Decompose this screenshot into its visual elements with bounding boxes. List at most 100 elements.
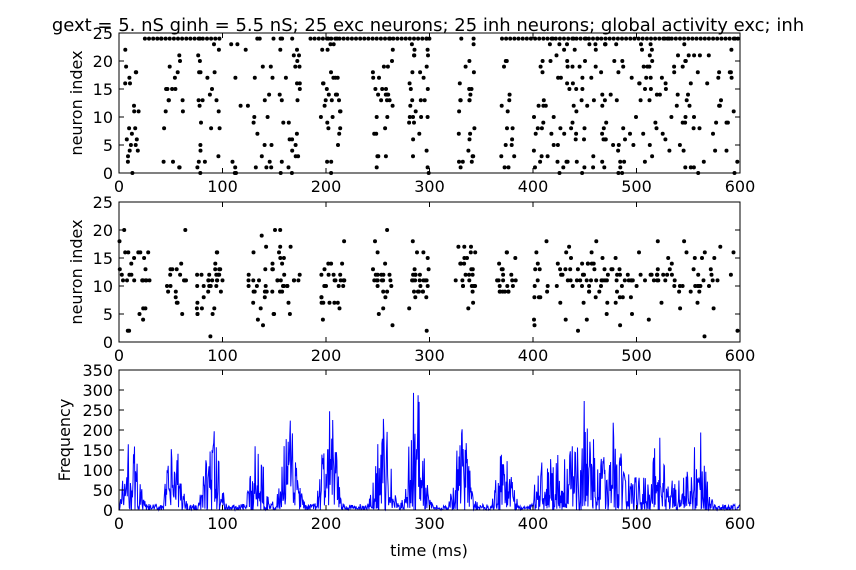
inh-spike <box>533 267 538 272</box>
exc-spike <box>408 87 413 91</box>
inh-spike <box>576 328 580 333</box>
exc-spike <box>425 47 430 52</box>
exc-spike <box>133 126 138 131</box>
exc-spike <box>555 143 560 147</box>
inh-spike <box>173 289 178 294</box>
exc-spike <box>463 64 468 69</box>
exc-spike <box>411 137 416 142</box>
activity-ytick-label: 50 <box>93 481 113 500</box>
exc-spike <box>694 36 699 41</box>
exc-spike <box>192 36 197 41</box>
exc-spike <box>557 36 562 41</box>
exc-spike <box>735 159 740 164</box>
exc-spike <box>678 36 682 41</box>
exc-spike <box>268 64 273 69</box>
exc-spike <box>171 36 176 41</box>
exc-spike <box>565 64 570 69</box>
exc-spike <box>660 131 665 136</box>
exc-spike <box>587 42 592 47</box>
exc-spike <box>545 36 550 41</box>
exc-spike <box>202 159 207 164</box>
exc-spike <box>695 70 700 75</box>
exc-spike <box>278 47 283 52</box>
activity-ytick-label: 200 <box>82 421 113 440</box>
exc-plot-frame <box>118 32 741 174</box>
exc-spike <box>380 87 385 91</box>
inh-spike <box>201 295 206 300</box>
inh-spike <box>510 284 515 288</box>
inh-spike <box>140 278 145 283</box>
inh-spike <box>277 250 281 255</box>
inh-spike <box>684 250 689 255</box>
exc-spike <box>308 36 313 41</box>
inh-spike <box>410 278 415 283</box>
exc-spike <box>657 36 662 41</box>
exc-spike <box>127 148 132 153</box>
exc-spike <box>647 143 652 147</box>
exc-spike <box>216 47 221 52</box>
exc-spike <box>574 109 579 114</box>
inh-spike <box>337 306 342 311</box>
exc-spike <box>290 137 295 142</box>
inh-spike <box>376 312 381 316</box>
exc-spike <box>427 36 432 41</box>
exc-spike <box>650 154 655 159</box>
exc-spike <box>686 53 691 58</box>
exc-spike <box>536 103 541 108</box>
exc-spike <box>267 92 272 97</box>
inh-spike <box>421 250 426 255</box>
exc-spike <box>531 148 536 153</box>
exc-spike <box>233 165 238 170</box>
inh-spike <box>371 267 375 272</box>
inh-spike <box>385 228 390 232</box>
exc-spike <box>324 87 329 91</box>
exc-spike <box>686 92 690 97</box>
inh-spike <box>617 295 622 300</box>
exc-spike <box>583 59 587 63</box>
exc-spike <box>217 126 222 131</box>
exc-spike <box>390 59 394 63</box>
exc-spike <box>541 103 546 108</box>
inh-spike <box>630 312 634 316</box>
inh-spike <box>469 244 473 249</box>
exc-spike <box>286 120 291 125</box>
inh-spike <box>605 300 610 305</box>
exc-xtick-label: 400 <box>518 177 549 196</box>
inh-spike <box>246 284 251 288</box>
exc-spike <box>421 75 426 80</box>
inh-spike <box>285 284 290 288</box>
exc-spike <box>390 47 395 52</box>
exc-spike <box>322 103 327 108</box>
exc-spike <box>295 59 300 63</box>
activity-xtick-label: 300 <box>414 514 445 533</box>
inh-spike <box>463 272 468 277</box>
inh-spike <box>206 278 211 283</box>
exc-spike <box>565 42 569 47</box>
exc-xtick-label: 300 <box>414 177 445 196</box>
exc-spike <box>731 109 736 114</box>
inh-xtick-label: 300 <box>414 346 445 365</box>
exc-spike <box>252 115 257 119</box>
inh-spike <box>567 244 572 249</box>
inh-spike <box>336 284 341 288</box>
exc-spike <box>338 126 343 131</box>
activity-panel: 0 100 200 300 400 500 600050100150200250300350… <box>55 361 755 560</box>
exc-spike <box>565 81 570 86</box>
exc-spike <box>541 120 546 125</box>
inh-spike <box>287 312 292 316</box>
inh-spike <box>470 272 475 277</box>
exc-spike <box>554 53 559 58</box>
inh-spike <box>655 272 659 277</box>
exc-spike <box>178 59 182 63</box>
exc-spike <box>638 98 643 103</box>
exc-spike <box>661 36 666 41</box>
inh-spike <box>383 295 388 300</box>
inh-spike <box>678 306 683 311</box>
inh-spike <box>614 278 619 283</box>
inh-spike <box>634 284 639 288</box>
inh-spike <box>199 272 204 277</box>
exc-spike <box>262 143 267 147</box>
exc-spike <box>337 98 341 103</box>
inh-spike <box>505 284 510 288</box>
inh-spike <box>262 295 267 300</box>
